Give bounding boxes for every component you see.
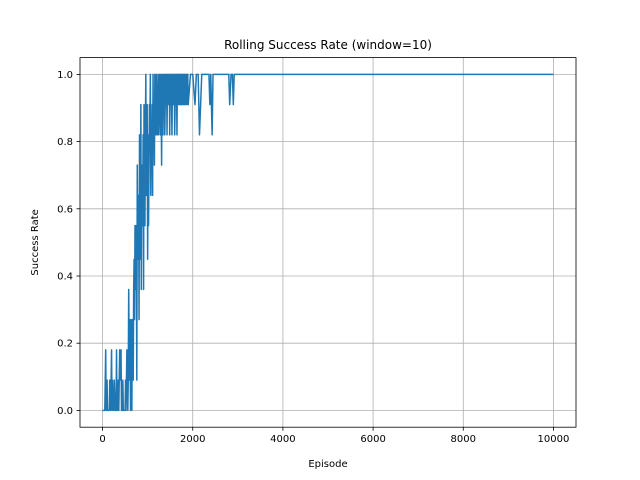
series-layer [102,73,554,412]
x-tick-label: 0 [99,434,105,445]
y-tick-label: 0.6 [57,204,73,215]
y-tick-label: 0.2 [57,339,73,350]
x-tick-label: 6000 [360,434,385,445]
x-tick-label: 8000 [451,434,476,445]
x-tick-label: 10000 [538,434,570,445]
plot-area-frame [79,57,577,428]
x-tick-label: 4000 [270,434,295,445]
y-tick-label: 0.4 [57,272,73,283]
y-tick-label: 0.0 [57,406,73,417]
ticks: 0 2000 4000 6000 8000 10000 0.0 0.2 0.4 0.6 0.8 1.0 [57,70,569,445]
y-tick-label: 1.0 [57,70,73,81]
y-axis-title: Success Rate [30,209,41,275]
series-line [102,73,554,412]
chart-title: Rolling Success Rate (window=10) [224,38,432,52]
x-tick-label: 2000 [180,434,205,445]
y-tick-label: 0.8 [57,137,73,148]
x-axis-title: Episode [308,459,347,470]
